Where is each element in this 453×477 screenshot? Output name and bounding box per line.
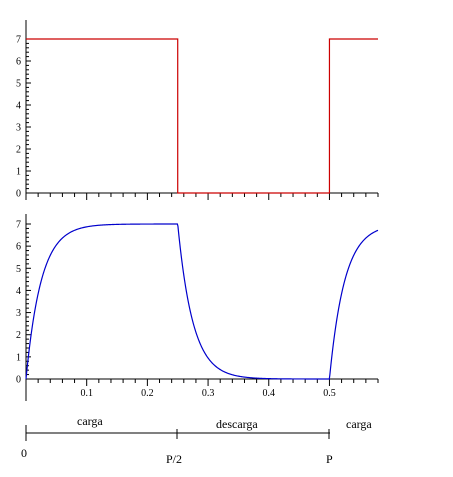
y-tick-label: 3 (16, 123, 21, 134)
x-tick-label: 0.4 (263, 388, 276, 399)
period-timeline: carga descarga carga 0 P/2 P (21, 414, 372, 466)
y-tick-label: 3 (16, 308, 21, 319)
y-tick-label: 5 (16, 79, 21, 90)
x-tick-label: 0.3 (202, 388, 215, 399)
y-tick-label: 2 (16, 145, 21, 156)
y-tick-label: 7 (16, 35, 21, 46)
y-tick-label: 1 (16, 352, 21, 363)
rc-response-chart: 0 1 2 3 4 5 6 7 0.1 0.2 0.3 0.4 0.5 (16, 214, 379, 401)
series-line (25, 223, 379, 380)
marker-0: 0 (21, 446, 27, 460)
label-carga-1: carga (77, 414, 103, 428)
marker-p: P (326, 452, 333, 466)
y-tick-label: 7 (16, 220, 21, 231)
y-tick-label: 4 (16, 101, 21, 112)
y-tick-label: 0 (16, 189, 21, 200)
y-tick-label: 1 (16, 167, 21, 178)
marker-p-half: P/2 (166, 452, 182, 466)
label-descarga: descarga (216, 417, 258, 431)
series-line (26, 38, 378, 194)
y-tick-label: 5 (16, 264, 21, 275)
y-tick-label: 4 (16, 286, 21, 297)
y-tick-label: 2 (16, 330, 21, 341)
y-tick-label: 6 (16, 242, 21, 253)
y-tick-label: 6 (16, 57, 21, 68)
x-tick-label: 0.5 (323, 388, 336, 399)
x-tick-label: 0.1 (80, 388, 93, 399)
y-tick-label: 0 (16, 375, 21, 386)
label-carga-2: carga (346, 417, 372, 431)
square-wave-chart: 0 1 2 3 4 5 6 7 (16, 20, 379, 200)
x-tick-label: 0.2 (141, 388, 154, 399)
